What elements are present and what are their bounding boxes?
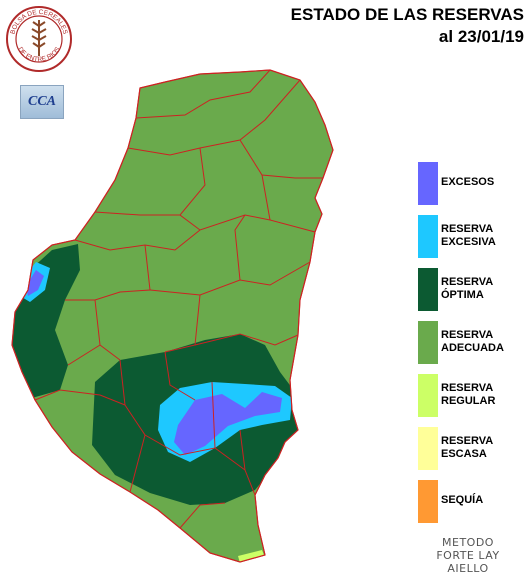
zone-excesos-south	[174, 392, 282, 455]
legend-label: RESERVA ÓPTIMA	[441, 276, 494, 301]
cca-logo: CCA	[20, 85, 64, 119]
legend-item: EXCESOS	[418, 162, 528, 215]
zone-excesos-west-core	[26, 270, 44, 296]
legend-item: RESERVA ESCASA	[418, 427, 528, 480]
legend-label: RESERVA ADECUADA	[441, 329, 504, 354]
bolsa-cereales-logo: BOLSA DE CEREALES DE ENTRE RIOS	[6, 6, 72, 72]
method-line-2: FORTE LAY	[436, 549, 500, 562]
department-boundaries	[34, 69, 323, 529]
map-legend: EXCESOS RESERVA EXCESIVA RESERVA ÓPTIMA RESER…	[418, 162, 528, 533]
legend-label: SEQUÍA	[441, 494, 484, 506]
legend-label: RESERVA REGULAR	[441, 382, 496, 407]
legend-swatch	[418, 268, 438, 311]
map-title: ESTADO DE LAS RESERVAS	[290, 5, 524, 24]
legend-swatch	[418, 427, 438, 470]
legend-swatch	[418, 215, 438, 258]
legend-label: RESERVA ESCASA	[441, 435, 494, 460]
method-line-1: METODO	[442, 536, 494, 549]
legend-swatch	[418, 480, 438, 523]
method-label: METODO FORTE LAY AIELLO	[428, 536, 508, 575]
legend-swatch	[418, 374, 438, 417]
map-date: al 23/01/19	[438, 27, 524, 46]
legend-swatch	[418, 321, 438, 364]
legend-item: RESERVA ÓPTIMA	[418, 268, 528, 321]
legend-swatch	[418, 162, 438, 205]
legend-item: SEQUÍA	[418, 480, 528, 533]
legend-label: EXCESOS	[441, 176, 495, 188]
province-outline	[11, 69, 334, 563]
legend-item: RESERVA REGULAR	[418, 374, 528, 427]
legend-item: RESERVA EXCESIVA	[418, 215, 528, 268]
cca-logo-text: CCA	[27, 94, 56, 109]
map-title-block: ESTADO DE LAS RESERVAS al 23/01/19	[291, 4, 524, 48]
method-line-3: AIELLO	[447, 562, 489, 575]
legend-label: RESERVA EXCESIVA	[441, 223, 496, 248]
legend-item: RESERVA ADECUADA	[418, 321, 528, 374]
